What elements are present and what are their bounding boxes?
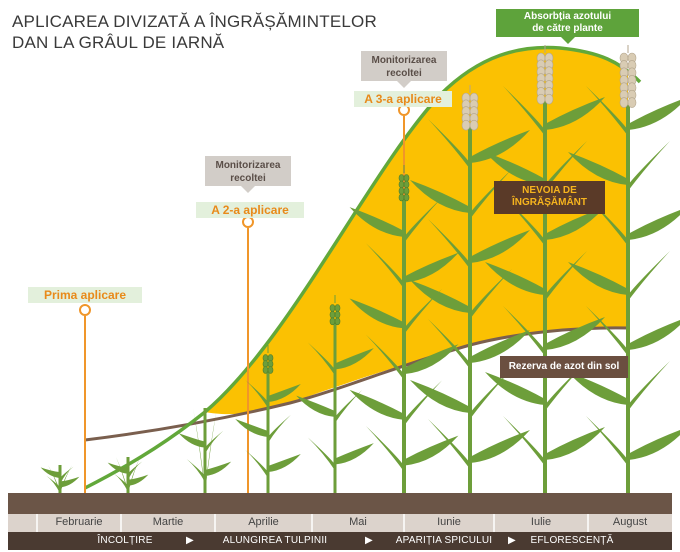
month-april: Aprilie bbox=[248, 516, 279, 528]
wheat-plant bbox=[178, 408, 232, 493]
third-application-label: A 3-a aplicare bbox=[354, 91, 452, 107]
application-marker-2 bbox=[242, 216, 254, 228]
page-title: APLICAREA DIVIZATĂ A ÎNGRĂȘĂMINTELOR DAN… bbox=[12, 11, 377, 53]
wheat-head-icon bbox=[619, 45, 637, 108]
monitoring-box-1-line-2: recoltei bbox=[230, 173, 266, 184]
phase-bar bbox=[8, 532, 672, 550]
phase-stem-elongation: ALUNGIREA TULPINII bbox=[222, 535, 328, 546]
wheat-head-icon bbox=[461, 85, 479, 131]
month-bar bbox=[8, 514, 672, 532]
fertilizer-need-line-2: ÎNGRĂȘĂMÂNT bbox=[512, 197, 587, 208]
title-line-1: APLICAREA DIVIZATĂ A ÎNGRĂȘĂMINTELOR bbox=[12, 12, 377, 31]
soil-reserve-label: Rezerva de azot din sol bbox=[500, 356, 628, 378]
monitoring-box-2: Monitorizarea recoltei bbox=[361, 51, 447, 88]
wheat-plant bbox=[296, 295, 374, 493]
month-august: August bbox=[612, 516, 648, 528]
month-march: Martie bbox=[152, 516, 184, 528]
phase-arrow-3-icon: ▶ bbox=[508, 535, 516, 546]
wheat-plant bbox=[410, 85, 530, 493]
phase-heading: APARIȚIA SPICULUI bbox=[395, 535, 493, 546]
month-dividers bbox=[36, 514, 589, 532]
wheat-head-icon bbox=[262, 345, 274, 374]
absorption-label-line-2: de către plante bbox=[532, 23, 603, 34]
monitoring-box-2-line-2: recoltei bbox=[386, 68, 422, 79]
monitoring-box-1-line-1: Monitorizarea bbox=[215, 160, 281, 171]
first-application-label: Prima aplicare bbox=[28, 287, 142, 303]
wheat-plant bbox=[40, 465, 80, 494]
title-line-2: DAN LA GRÂUL DE IARNĂ bbox=[12, 33, 225, 52]
monitoring-box-2-line-1: Monitorizarea bbox=[371, 55, 437, 66]
month-july: Iulie bbox=[530, 516, 552, 528]
month-june: Iunie bbox=[437, 516, 461, 528]
wheat-head-icon bbox=[398, 165, 410, 202]
phase-arrow-2-icon: ▶ bbox=[365, 535, 373, 546]
fertilizer-need-line-1: NEVOIA DE bbox=[522, 185, 577, 196]
wheat-plant bbox=[485, 45, 605, 493]
wheat-head-icon bbox=[536, 45, 554, 105]
month-february: Februarie bbox=[55, 516, 103, 528]
fertilizer-need-area bbox=[205, 47, 628, 415]
absorption-curve bbox=[84, 45, 642, 490]
month-may: Mai bbox=[349, 516, 367, 528]
phase-arrow-1-icon: ▶ bbox=[186, 535, 194, 546]
phase-tillering: ÎNCOLȚIRE bbox=[97, 535, 153, 546]
soil-band bbox=[8, 493, 672, 515]
wheat-plants bbox=[40, 45, 680, 494]
wheat-plant bbox=[349, 165, 459, 493]
wheat-head-icon bbox=[329, 295, 341, 326]
phase-flowering: EFLORESCENȚĂ bbox=[530, 535, 614, 546]
wheat-plant bbox=[568, 45, 680, 493]
absorption-label: Absorbția azotului de către plante bbox=[496, 9, 639, 44]
absorption-label-line-1: Absorbția azotului bbox=[523, 11, 612, 22]
wheat-plant bbox=[107, 457, 149, 493]
wheat-plant bbox=[235, 345, 301, 493]
second-application-label: A 2-a aplicare bbox=[196, 202, 304, 218]
fertilizer-need-label: NEVOIA DE ÎNGRĂȘĂMÂNT bbox=[494, 181, 605, 214]
monitoring-box-1: Monitorizarea recoltei bbox=[205, 156, 291, 193]
application-marker-1 bbox=[79, 304, 91, 316]
